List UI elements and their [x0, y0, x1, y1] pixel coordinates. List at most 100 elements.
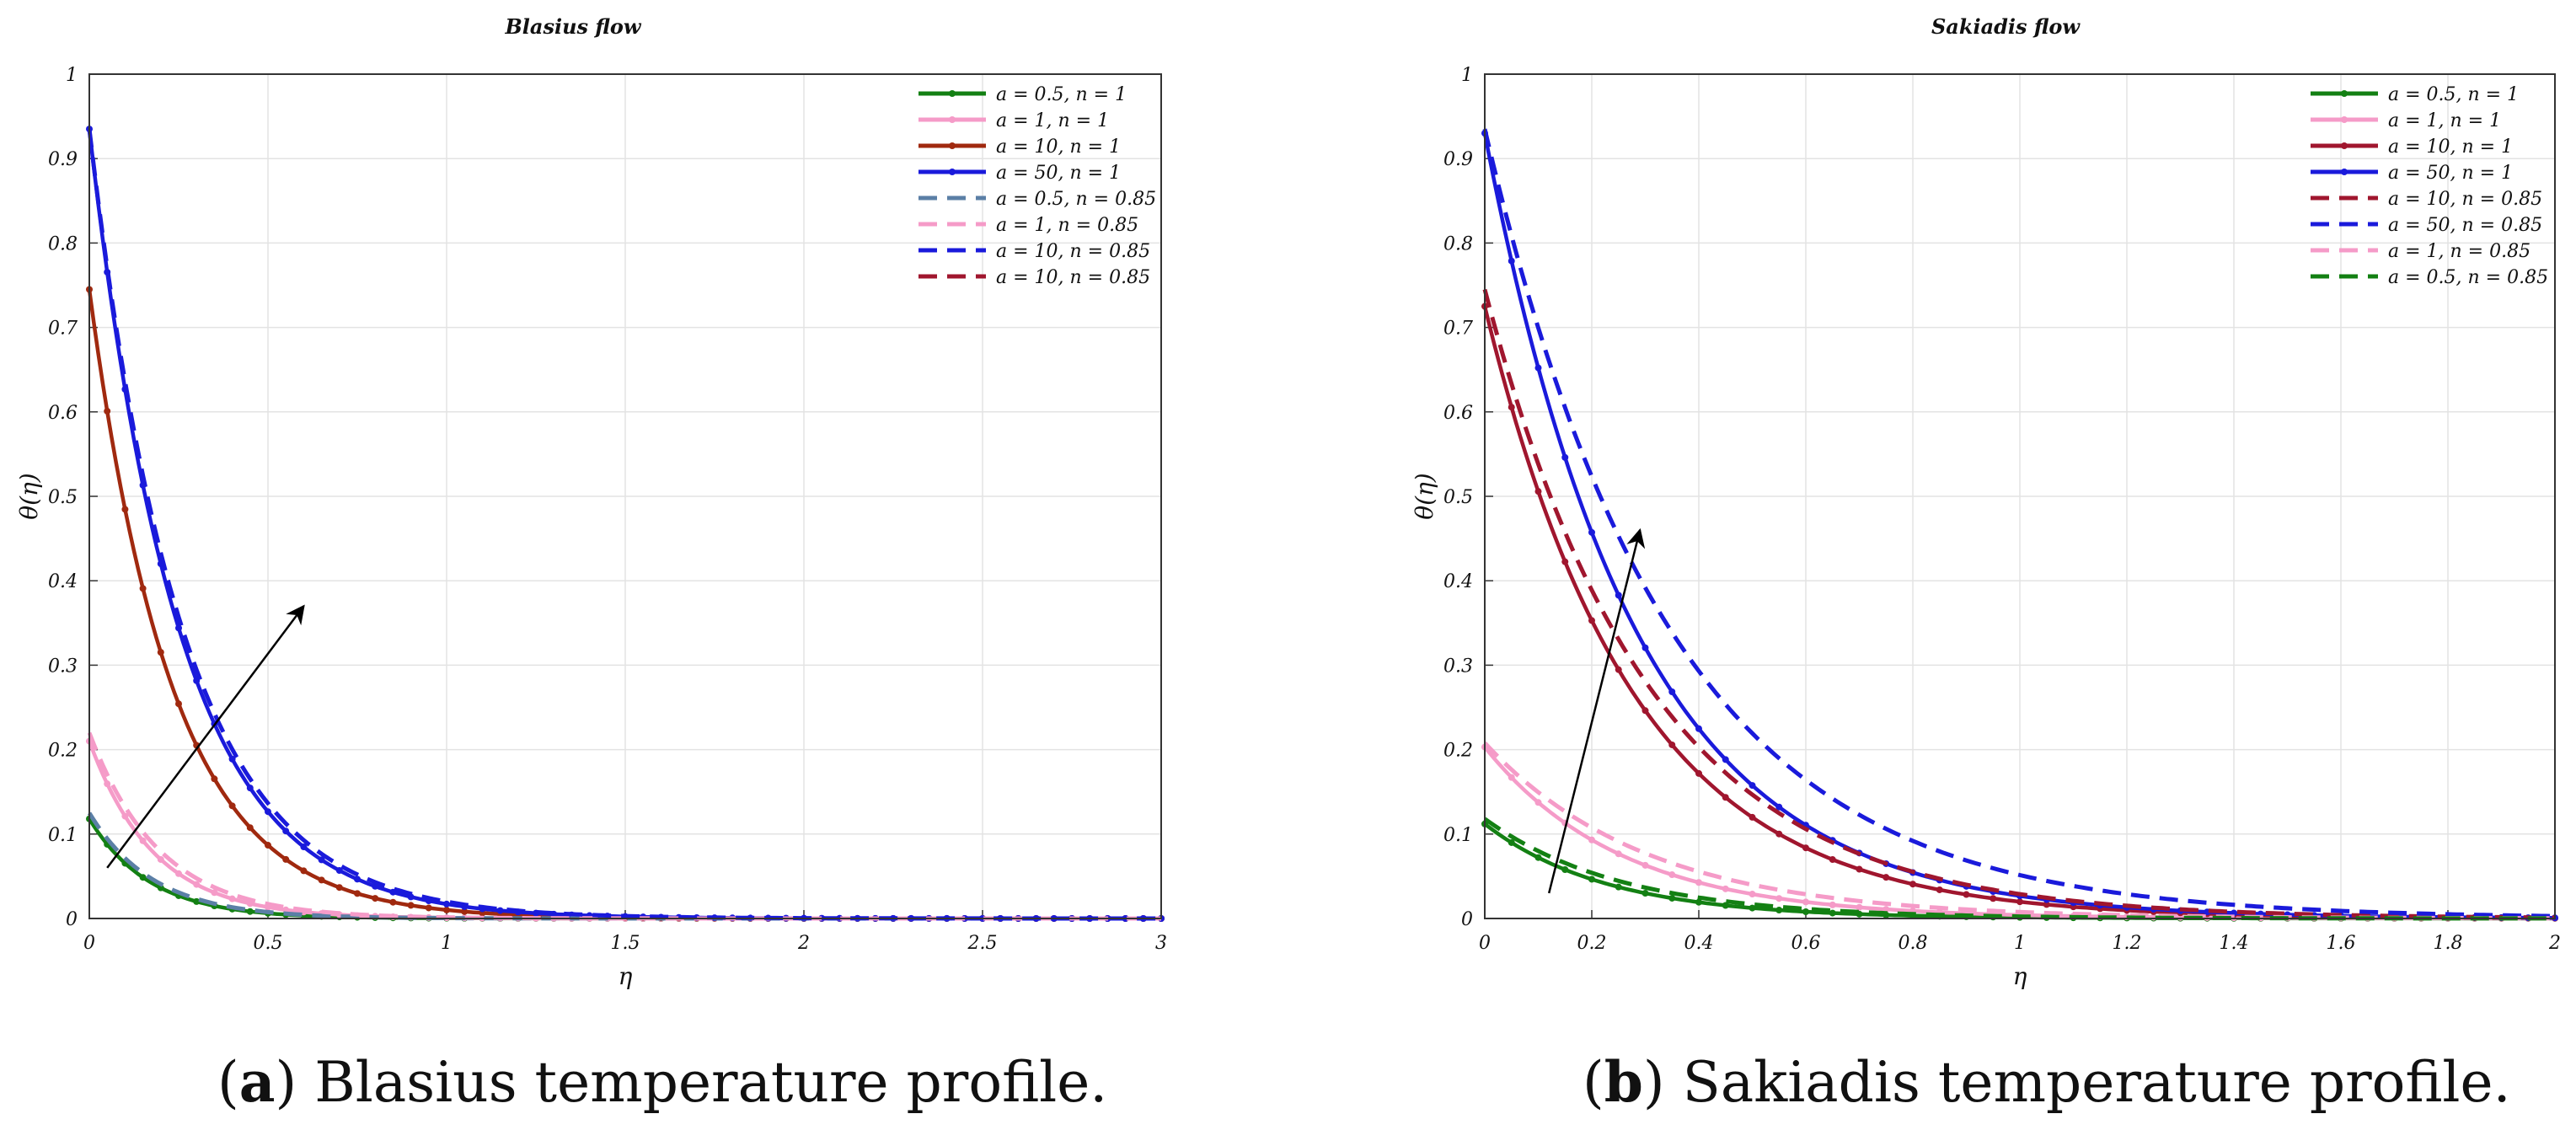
series-marker [175, 624, 182, 632]
y-tick-label: 0.1 [1443, 825, 1473, 846]
x-tick-label: 0.6 [1791, 933, 1821, 954]
series-marker [175, 700, 182, 708]
legend-entry: a = 0.5, n = 1 [996, 84, 1127, 105]
series-marker [175, 870, 182, 877]
series-marker [1534, 854, 1542, 861]
series-marker [1775, 803, 1783, 811]
legend-marker [949, 142, 956, 149]
series-marker [1695, 879, 1702, 886]
caption-b: (b) Sakiadis temperature profile. [1583, 1049, 2511, 1115]
series-marker [193, 881, 201, 888]
series-marker [354, 876, 361, 883]
series-marker [1909, 881, 1916, 888]
y-axis-label: θ(η) [15, 473, 43, 519]
x-tick-label: 0.5 [254, 933, 283, 954]
x-axis-label: η [2013, 962, 2027, 990]
series-marker [104, 780, 111, 788]
x-axis-label: η [619, 962, 633, 990]
series-marker [157, 855, 164, 863]
series-marker [1508, 404, 1515, 411]
series-marker [139, 874, 147, 881]
legend-entry: a = 0.5, n = 1 [2388, 84, 2519, 105]
series-marker [1588, 836, 1595, 843]
y-tick-label: 0 [1461, 909, 1473, 930]
series-marker [228, 802, 236, 810]
legend-entry: a = 50, n = 1 [2388, 163, 2513, 184]
y-tick-label: 0.6 [48, 403, 78, 424]
series-marker [1534, 799, 1542, 806]
series-marker [246, 908, 254, 915]
series-marker [1963, 891, 1970, 898]
series-marker [1695, 725, 1702, 732]
legend-marker [2341, 116, 2348, 123]
y-tick-label: 0.5 [1443, 487, 1473, 508]
legend-entry: a = 50, n = 1 [996, 163, 1121, 184]
x-tick-label: 0.2 [1577, 933, 1607, 954]
series-marker [318, 876, 325, 884]
blasius-chart: Blasius flow 0 0.5 1 1.5 2 2.5 3 0 0.1 0.2 0.3 0.4 0.… [15, 14, 1167, 990]
y-tick-label: 0.8 [48, 233, 78, 254]
series-marker [425, 904, 432, 912]
series-marker [1882, 874, 1890, 881]
series-marker [1588, 528, 1595, 536]
series-marker [1829, 901, 1836, 908]
series-marker [300, 843, 308, 851]
x-tick-label: 2 [2548, 933, 2561, 954]
y-tick-label: 0.2 [1443, 741, 1473, 762]
series-marker [1936, 886, 1943, 893]
y-tick-label: 0.7 [1443, 319, 1473, 340]
series-marker [228, 895, 236, 902]
legend-entry: a = 1, n = 0.85 [996, 215, 1138, 236]
series-marker [1615, 666, 1622, 673]
plot-frame [88, 73, 1162, 919]
x-tick-label: 1 [2014, 933, 2026, 954]
y-tick-label: 0 [66, 909, 78, 930]
series-marker [157, 884, 164, 892]
legend-entry: a = 1, n = 1 [2388, 110, 2501, 131]
series-marker [104, 407, 111, 415]
series-marker [1722, 756, 1729, 763]
series-marker [461, 908, 469, 915]
series-marker [1990, 895, 1997, 902]
y-tick-label: 0.7 [48, 319, 78, 340]
series-marker [1561, 865, 1569, 873]
series-marker [1749, 904, 1756, 912]
series-marker [1775, 830, 1783, 838]
x-tick-label: 0 [83, 933, 95, 954]
x-tick-label: 2 [797, 933, 810, 954]
series-marker [1668, 688, 1676, 696]
x-tick-label: 1.2 [2113, 933, 2142, 954]
series-marker [2043, 901, 2050, 908]
series-marker [1802, 908, 1809, 915]
series-marker [265, 808, 271, 816]
legend-entry: a = 10, n = 1 [2388, 137, 2513, 158]
series-marker [1722, 902, 1729, 909]
series-marker [282, 827, 290, 835]
series-marker [157, 649, 164, 656]
y-tick-label: 1 [1461, 65, 1473, 86]
y-tick-label: 0.9 [1443, 149, 1473, 170]
series-marker [1856, 865, 1863, 873]
series-marker [1641, 644, 1649, 651]
x-tick-label: 0.4 [1684, 933, 1714, 954]
series-marker [1508, 838, 1515, 846]
legend-marker [2341, 142, 2348, 149]
y-tick-label: 0.5 [48, 487, 78, 508]
series-marker [246, 785, 254, 792]
chart-title: Blasius flow [504, 14, 641, 39]
caption-b-letter: b [1604, 1049, 1643, 1115]
series-marker [389, 898, 397, 906]
series-marker [1588, 617, 1595, 624]
caption-a-text: Blasius temperature profile. [314, 1050, 1108, 1115]
legend-entry: a = 1, n = 0.85 [2388, 241, 2530, 262]
series-marker [121, 506, 129, 513]
series-line [1483, 817, 2556, 921]
chart-title: Sakiadis flow [1931, 14, 2081, 39]
series-marker [1856, 903, 1863, 911]
series-marker [1561, 558, 1569, 565]
y-tick-label: 0.6 [1443, 403, 1473, 424]
series-marker [335, 867, 343, 875]
series-marker [246, 824, 254, 832]
series-marker [1749, 891, 1756, 898]
